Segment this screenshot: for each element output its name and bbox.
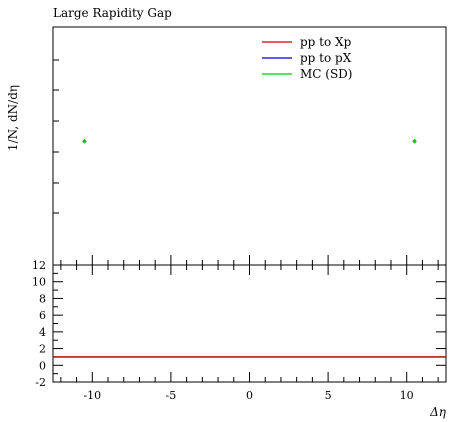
- y-tick-label: -2: [35, 376, 46, 389]
- y-tick-label: 10: [32, 276, 46, 289]
- main-y-ticks: [53, 59, 439, 265]
- x-axis-label: Δη: [429, 405, 447, 419]
- y-axis-label: 1/N, dN/dη: [6, 85, 20, 151]
- x-tick-label: 10: [400, 389, 414, 402]
- ratio-ticks: [53, 264, 446, 383]
- main-panel: pp to Xp pp to pX MC (SD): [52, 26, 447, 266]
- y-tick-label: 6: [39, 309, 46, 322]
- data-point: [412, 139, 417, 144]
- x-tick-label: -10: [83, 389, 101, 402]
- y-tick-label: 4: [39, 326, 46, 339]
- y-tick-label: 0: [39, 359, 46, 372]
- legend-label: MC (SD): [300, 67, 353, 81]
- legend-label: pp to Xp: [300, 35, 352, 49]
- chart-title: Large Rapidity Gap: [53, 6, 172, 20]
- y-tick-labels: -2 0 2 4 6 8 10 12: [32, 259, 46, 389]
- main-markers: [82, 139, 417, 144]
- x-tick-label: 5: [325, 389, 332, 402]
- legend: pp to Xp pp to pX MC (SD): [262, 35, 353, 81]
- y-tick-label: 2: [39, 343, 46, 356]
- x-tick-labels: -10 -5 0 5 10: [83, 389, 413, 402]
- x-tick-label: -5: [166, 389, 177, 402]
- legend-label: pp to pX: [300, 51, 352, 65]
- y-tick-label: 12: [32, 259, 46, 272]
- ratio-frame: [52, 264, 447, 383]
- data-point: [82, 139, 87, 144]
- ratio-panel: [52, 264, 447, 383]
- y-tick-label: 8: [39, 292, 46, 305]
- x-tick-label: 0: [246, 389, 253, 402]
- main-frame: [52, 26, 447, 266]
